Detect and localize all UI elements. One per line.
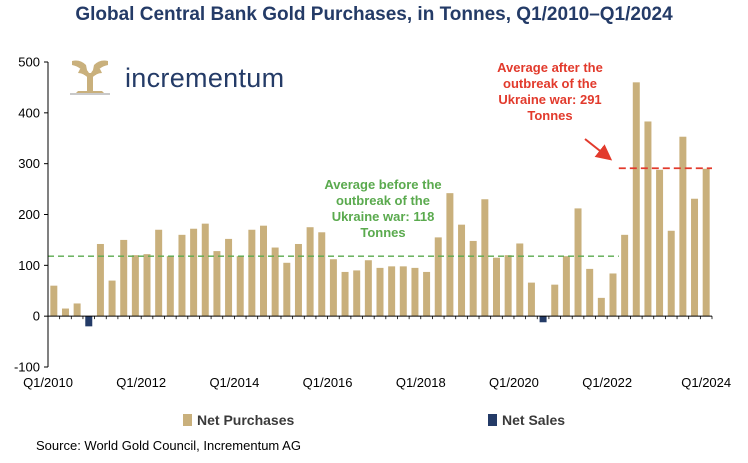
bar-net-purchases-q1-2022 — [609, 273, 617, 317]
bar-net-purchases-q4-2014 — [271, 247, 279, 317]
bar-net-purchases-q2-2013 — [201, 223, 209, 317]
bar-net-purchases-q2-2017 — [388, 266, 396, 317]
bar-net-purchases-q2-2019 — [481, 199, 489, 317]
bar-net-purchases-q3-2010 — [73, 303, 81, 317]
bar-net-purchases-q1-2010 — [50, 285, 58, 317]
bar-net-purchases-q1-2012 — [143, 254, 151, 317]
bar-net-purchases-q3-2021 — [586, 268, 594, 317]
legend-swatch-net-purchases — [183, 414, 192, 426]
bar-net-purchases-q4-2022 — [644, 121, 652, 317]
x-tick-label: Q1/2018 — [396, 375, 446, 390]
legend-label-net-sales: Net Sales — [502, 412, 566, 428]
bar-net-purchases-q2-2012 — [155, 229, 163, 317]
x-tick-label: Q1/2010 — [23, 375, 73, 390]
bar-net-purchases-q4-2016 — [364, 260, 372, 317]
bar-net-purchases-q4-2021 — [597, 297, 605, 317]
bar-net-purchases-q1-2011 — [96, 243, 104, 317]
legend-item-net-sales: Net Sales — [488, 412, 565, 428]
y-tick-label: 0 — [33, 309, 40, 324]
bar-net-purchases-q3-2019 — [493, 257, 500, 317]
bar-net-purchases-q1-2018 — [423, 271, 431, 317]
bar-net-purchases-q1-2014 — [236, 256, 244, 317]
y-tick-label: 100 — [18, 258, 40, 273]
x-tick-label: Q1/2020 — [489, 375, 539, 390]
bar-net-purchases-q3-2014 — [260, 225, 267, 317]
bar-net-purchases-q1-2021 — [562, 256, 570, 317]
x-tick-label: Q1/2024 — [681, 375, 731, 390]
bar-net-purchases-q2-2010 — [61, 308, 69, 317]
y-tick-label: 300 — [18, 156, 40, 171]
bar-net-purchases-q1-2016 — [329, 259, 337, 317]
bar-net-purchases-q3-2017 — [399, 266, 407, 317]
bar-net-purchases-q4-2018 — [458, 224, 466, 317]
bar-net-purchases-q3-2012 — [166, 256, 174, 317]
y-tick-label: 400 — [18, 105, 40, 120]
bar-net-purchases-q4-2015 — [318, 232, 326, 317]
bar-net-purchases-q2-2021 — [574, 208, 582, 317]
bar-net-purchases-q1-2019 — [469, 240, 477, 317]
brand-name: incrementum — [125, 63, 285, 93]
x-tick-label: Q1/2012 — [116, 375, 166, 390]
bar-net-sales-q3-2020 — [539, 316, 547, 323]
bar-net-purchases-q2-2022 — [621, 234, 629, 317]
bar-net-purchases-q2-2016 — [341, 271, 349, 317]
bar-net-purchases-q2-2015 — [294, 243, 302, 317]
x-tick-label: Q1/2022 — [582, 375, 632, 390]
bar-net-purchases-q4-2023 — [691, 198, 699, 317]
legend-swatch-net-sales — [488, 414, 497, 426]
bar-net-purchases-q4-2011 — [131, 255, 139, 317]
y-tick-label: -100 — [14, 360, 40, 375]
annotation-average-before-war: Average before the outbreak of the Ukrai… — [324, 177, 442, 240]
bar-net-purchases-q2-2014 — [248, 229, 256, 317]
bar-net-purchases-q1-2013 — [190, 228, 198, 317]
y-tick-label: 500 — [18, 55, 40, 70]
bar-net-purchases-q2-2020 — [527, 282, 535, 317]
bar-net-purchases-q4-2012 — [178, 234, 186, 317]
bar-net-purchases-q3-2023 — [679, 136, 687, 317]
bar-net-purchases-q1-2017 — [376, 267, 384, 317]
bar-net-purchases-q2-2018 — [434, 237, 442, 317]
bar-net-purchases-q1-2020 — [516, 243, 524, 317]
bar-net-purchases-q3-2011 — [120, 239, 128, 317]
bar-net-purchases-q1-2024 — [702, 168, 710, 317]
source-note: Source: World Gold Council, Incrementum … — [36, 438, 301, 453]
annotation-arrow — [584, 138, 613, 161]
bar-net-purchases-q3-2016 — [353, 270, 361, 317]
bar-net-sales-q4-2010 — [85, 316, 93, 327]
bar-net-purchases-q3-2013 — [213, 251, 221, 317]
bar-net-purchases-q3-2015 — [306, 227, 314, 317]
bar-net-purchases-q4-2017 — [411, 267, 419, 317]
incrementum-logo-icon — [66, 57, 114, 102]
bar-net-purchases-q1-2023 — [656, 169, 664, 317]
legend-item-net-purchases: Net Purchases — [183, 412, 294, 428]
annotation-average-after-war: Average after the outbreak of the Ukrain… — [497, 60, 603, 123]
bar-net-purchases-q4-2020 — [551, 284, 559, 317]
legend-label-net-purchases: Net Purchases — [197, 412, 295, 428]
chart-title: Global Central Bank Gold Purchases, in T… — [75, 4, 673, 25]
axes-layer: -100 0 100 200 300 400 500 Q1/2010 Q1/2012 Q1/201… — [14, 55, 731, 391]
bar-net-purchases-q2-2023 — [667, 230, 675, 317]
reference-lines-layer — [48, 167, 712, 257]
bar-net-purchases-q4-2013 — [225, 238, 233, 317]
bar-net-purchases-q4-2019 — [504, 255, 512, 317]
bar-net-purchases-q3-2018 — [446, 193, 454, 317]
x-tick-label: Q1/2016 — [303, 375, 353, 390]
bar-net-purchases-q2-2011 — [108, 280, 116, 317]
bars-layer — [50, 82, 710, 327]
bar-net-purchases-q1-2015 — [283, 262, 291, 317]
x-tick-label: Q1/2014 — [209, 375, 259, 390]
bar-net-purchases-q3-2022 — [632, 82, 640, 317]
y-tick-label: 200 — [18, 207, 40, 222]
